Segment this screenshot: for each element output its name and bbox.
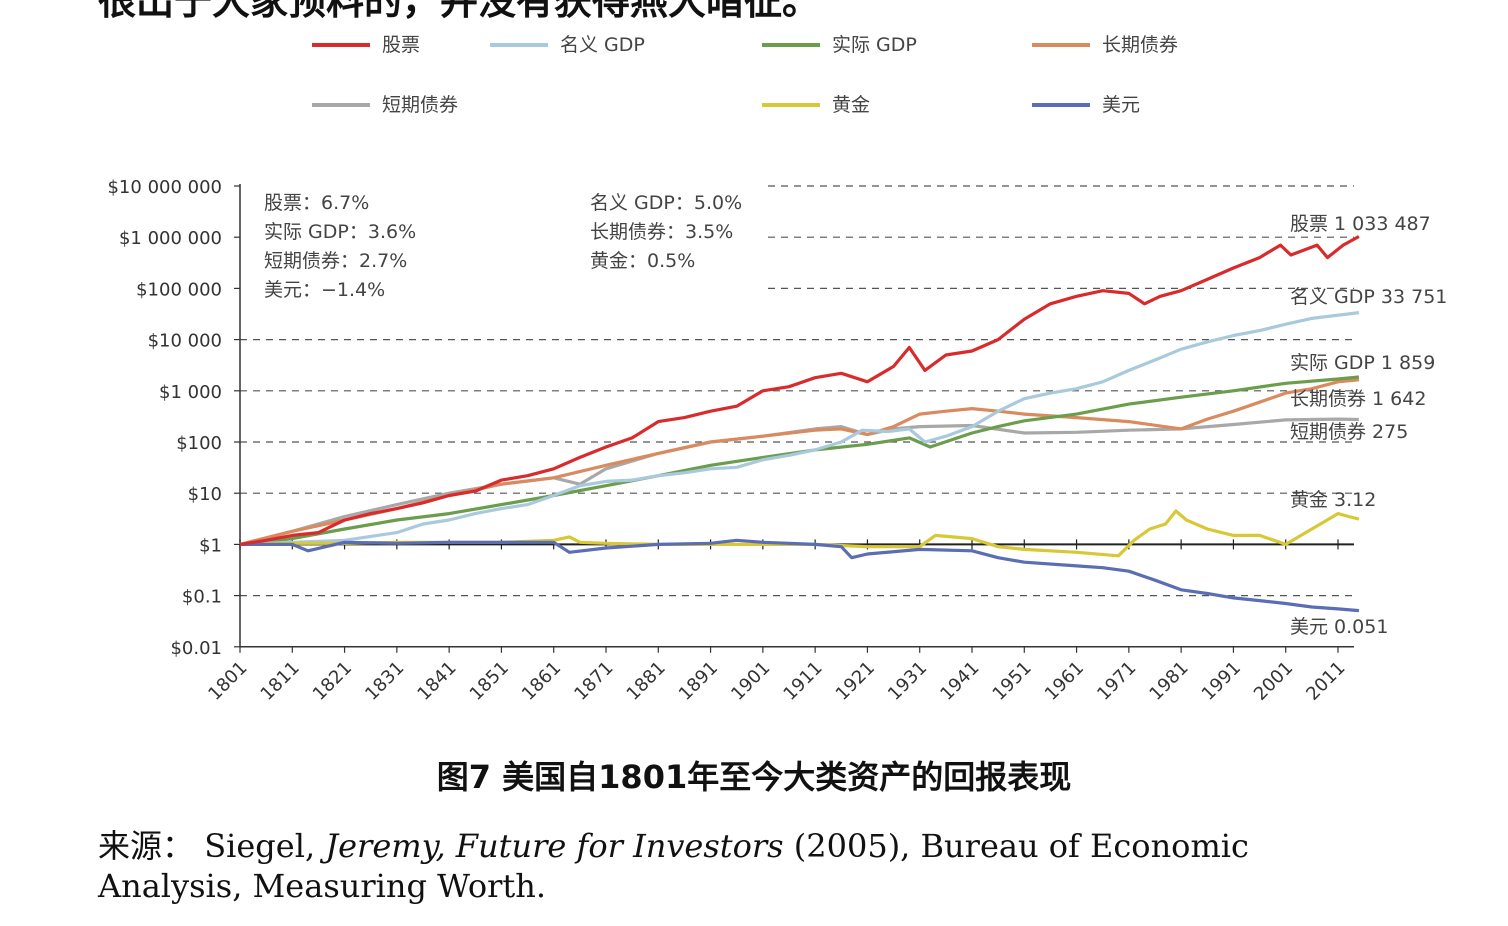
legend-label-6: 美元 bbox=[1102, 94, 1140, 116]
legend-label-1: 名义 GDP bbox=[560, 34, 645, 56]
x-tick-label-7: 1871 bbox=[570, 657, 617, 704]
annotation-left-0: 股票：6.7% bbox=[264, 192, 369, 214]
x-tick-label-0: 1801 bbox=[204, 657, 251, 704]
series-line-2 bbox=[239, 375, 1360, 546]
x-tick-label-11: 1911 bbox=[779, 657, 826, 704]
x-tick-label-12: 1921 bbox=[832, 657, 879, 704]
series-line-4 bbox=[239, 417, 1359, 546]
x-tick-label-1: 1811 bbox=[257, 657, 304, 704]
x-tick-label-21: 2011 bbox=[1302, 657, 1349, 704]
chart-series-lines bbox=[239, 235, 1360, 613]
end-label-5: 黄金 3.12 bbox=[1290, 489, 1376, 511]
annotation-left-3: 美元：−1.4% bbox=[264, 279, 385, 301]
y-tick-label-1: $1 000 000 bbox=[119, 228, 222, 249]
y-tick-label-9: $0.01 bbox=[170, 638, 222, 659]
figure-source: 来源： Siegel, Jeremy, Future for Investors… bbox=[98, 826, 1398, 906]
chart-gridlines bbox=[240, 185, 1354, 597]
x-tick-label-16: 1961 bbox=[1041, 657, 1088, 704]
series-line-1 bbox=[239, 311, 1360, 546]
x-tick-label-2: 1821 bbox=[309, 657, 356, 704]
y-tick-label-3: $10 000 bbox=[148, 331, 222, 352]
y-tick-label-0: $10 000 000 bbox=[107, 177, 222, 198]
x-tick-label-8: 1881 bbox=[623, 657, 670, 704]
source-title: Jeremy, Future for Investors bbox=[325, 827, 784, 865]
legend-label-2: 实际 GDP bbox=[832, 34, 917, 56]
legend-label-3: 长期债券 bbox=[1102, 34, 1178, 56]
series-end-labels: 股票 1 033 487 名义 GDP 33 751 实际 GDP 1 859 长期债… bbox=[1290, 213, 1447, 638]
y-tick-label-6: $10 bbox=[188, 484, 222, 505]
annotation-mid-1: 长期债券：3.5% bbox=[590, 221, 733, 243]
x-tick-label-5: 1851 bbox=[466, 657, 513, 704]
x-axis-tick-labels: 1801 1811 1821 1831 1841 1851 1861 1871 1881 1891… bbox=[204, 657, 1349, 704]
series-line-6 bbox=[240, 538, 1360, 613]
end-label-2: 实际 GDP 1 859 bbox=[1290, 352, 1435, 374]
x-tick-label-15: 1951 bbox=[989, 657, 1036, 704]
x-tick-label-13: 1931 bbox=[884, 657, 931, 704]
preceding-text-line: 很出于大家预料的，并没有获得燕大暗征。 bbox=[98, 0, 821, 23]
x-tick-label-14: 1941 bbox=[936, 657, 983, 704]
series-line-0 bbox=[239, 235, 1360, 546]
x-tick-label-9: 1891 bbox=[675, 657, 722, 704]
end-label-4: 短期债券 275 bbox=[1290, 421, 1408, 443]
chart-annotations: 股票：6.7% 实际 GDP：3.6% 短期债券：2.7% 美元：−1.4% 名义 GD… bbox=[264, 192, 742, 301]
x-tick-label-19: 1991 bbox=[1198, 657, 1245, 704]
source-author: Siegel, bbox=[204, 827, 316, 865]
y-tick-label-7: $1 bbox=[199, 535, 222, 556]
series-line-3 bbox=[239, 378, 1360, 546]
end-label-3: 长期债券 1 642 bbox=[1290, 388, 1426, 410]
y-tick-label-4: $1 000 bbox=[159, 382, 222, 403]
y-tick-label-5: $100 bbox=[176, 433, 222, 454]
x-tick-label-6: 1861 bbox=[518, 657, 565, 704]
x-tick-label-4: 1841 bbox=[413, 657, 460, 704]
figure-caption: 图7 美国自1801年至今大类资产的回报表现 bbox=[436, 758, 1072, 796]
x-tick-label-18: 1981 bbox=[1145, 657, 1192, 704]
x-tick-label-10: 1901 bbox=[727, 657, 774, 704]
legend-label-4: 短期债券 bbox=[382, 94, 458, 116]
y-tick-label-8: $0.1 bbox=[182, 587, 222, 608]
end-label-6: 美元 0.051 bbox=[1290, 616, 1388, 638]
annotation-left-2: 短期债券：2.7% bbox=[264, 250, 407, 272]
legend-label-5: 黄金 bbox=[832, 94, 870, 116]
end-label-1: 名义 GDP 33 751 bbox=[1290, 286, 1447, 308]
x-tick-label-3: 1831 bbox=[361, 657, 408, 704]
legend-label-0: 股票 bbox=[382, 34, 420, 56]
x-tick-label-17: 1971 bbox=[1093, 657, 1140, 704]
end-label-0: 股票 1 033 487 bbox=[1290, 213, 1431, 235]
annotation-left-1: 实际 GDP：3.6% bbox=[264, 221, 416, 243]
annotation-mid-0: 名义 GDP：5.0% bbox=[590, 192, 742, 214]
x-tick-label-20: 2001 bbox=[1250, 657, 1297, 704]
y-axis-tick-labels: $10 000 000 $1 000 000 $100 000 $10 000 $1 0… bbox=[107, 177, 222, 659]
y-tick-label-2: $100 000 bbox=[136, 279, 222, 300]
source-rest: (2005), Bureau of Economic Analysis, Mea… bbox=[98, 827, 1249, 905]
source-prefix: 来源： bbox=[98, 827, 195, 865]
annotation-mid-2: 黄金：0.5% bbox=[590, 250, 695, 272]
